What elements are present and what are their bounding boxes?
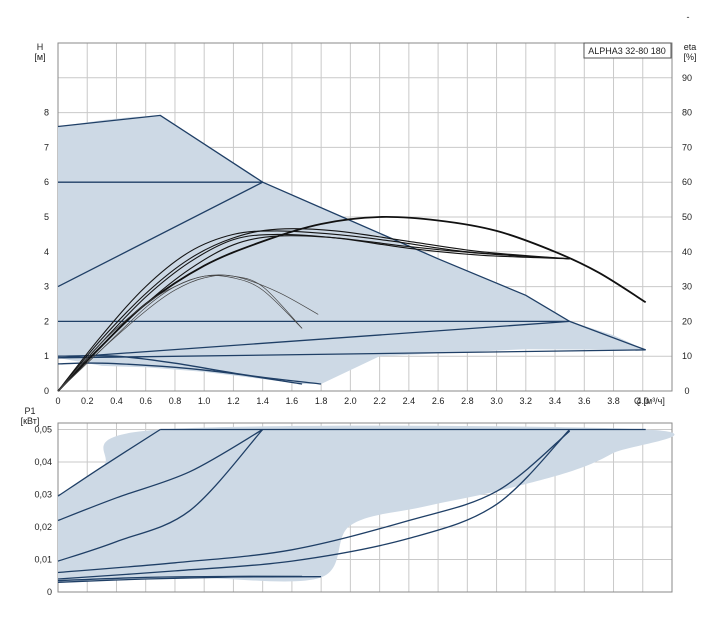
x-tick-label: 2.8 xyxy=(461,396,474,406)
power-curve-4 xyxy=(57,430,571,574)
h-tick-label: 4 xyxy=(44,247,49,257)
x-tick-label: 0.4 xyxy=(110,396,123,406)
h-tick-label: 6 xyxy=(44,177,49,187)
h-axis-label: H [м] xyxy=(34,42,45,62)
p1-tick-label: 0,02 xyxy=(34,522,52,532)
p1-tick-label: 0,04 xyxy=(34,457,52,467)
x-tick-label: 2.6 xyxy=(432,396,445,406)
x-tick-label: 3.6 xyxy=(578,396,591,406)
q-axis-label: Q [м³/ч] xyxy=(634,396,665,406)
control-curve-proportional-pressure xyxy=(57,181,263,288)
x-tick-label: 3.4 xyxy=(549,396,562,406)
power-curve-3 xyxy=(57,429,264,562)
power-curve-0 xyxy=(57,428,161,497)
x-tick-label: 0.6 xyxy=(139,396,152,406)
p1-tick-label: 0,03 xyxy=(34,490,52,500)
x-tick-label: 3.0 xyxy=(490,396,503,406)
eta-tick-label: 80 xyxy=(682,108,692,118)
h-tick-label: 2 xyxy=(44,316,49,326)
operating-area xyxy=(58,115,646,385)
power-area xyxy=(58,425,675,583)
h-tick-label: 1 xyxy=(44,351,49,361)
p1-axis-label: P1 [кВт] xyxy=(21,406,40,426)
power-curve-5 xyxy=(57,429,571,580)
eta-tick-label: 70 xyxy=(682,142,692,152)
x-tick-label: 1.6 xyxy=(286,396,299,406)
x-tick-label: 1.0 xyxy=(198,396,211,406)
control-curve-proportional-pressure xyxy=(57,349,646,359)
eta-curve-7 xyxy=(57,275,303,392)
eta-tick-label: 50 xyxy=(682,212,692,222)
head-efficiency-panel: 0 0.2 0.4 0.6 0.8 1.0 1.2 1.4 1.6 1.8 2.0 2.2 2.4 2.6… xyxy=(44,42,692,406)
x-tick-label: 4.0 xyxy=(637,396,650,406)
power-curve-2 xyxy=(57,428,264,522)
power-panel: 0 0,01 0,02 0,03 0,04 0,05 xyxy=(34,422,675,597)
eta-tick-label: 60 xyxy=(682,177,692,187)
h-tick-label: 7 xyxy=(44,142,49,152)
control-curve-proportional-pressure xyxy=(57,320,570,359)
x-tick-label: 2.2 xyxy=(373,396,386,406)
eta-tick-label: 0 xyxy=(684,386,689,396)
h-tick-label: 3 xyxy=(44,282,49,292)
x-tick-label: 1.4 xyxy=(256,396,269,406)
h-tick-label: 8 xyxy=(44,108,49,118)
h-tick-label: 5 xyxy=(44,212,49,222)
chart-title: ALPHA3 32-80 180 xyxy=(588,46,666,56)
x-tick-label: 1.2 xyxy=(227,396,240,406)
eta-tick-label: 90 xyxy=(682,73,692,83)
eta-tick-label: 10 xyxy=(682,351,692,361)
x-tick-label: 0 xyxy=(55,396,60,406)
x-tick-label: 0.2 xyxy=(81,396,94,406)
top-right-mark: - xyxy=(687,12,690,22)
x-tick-label: 0.8 xyxy=(169,396,182,406)
x-tick-label: 3.8 xyxy=(607,396,620,406)
eta-tick-label: 40 xyxy=(682,247,692,257)
eta-tick-label: 30 xyxy=(682,282,692,292)
p1-tick-label: 0,05 xyxy=(34,425,52,435)
x-tick-label: 3.2 xyxy=(520,396,533,406)
p1-tick-label: 0,01 xyxy=(34,555,52,565)
x-tick-label: 1.8 xyxy=(315,396,328,406)
eta-curve-3 xyxy=(57,233,570,392)
eta-tick-label: 20 xyxy=(682,316,692,326)
x-tick-label: 2.4 xyxy=(403,396,416,406)
eta-curve-2 xyxy=(57,228,570,392)
model-badge: ALPHA3 32-80 180 xyxy=(583,42,672,59)
x-tick-label: 2.0 xyxy=(344,396,357,406)
h-tick-label: 0 xyxy=(44,386,49,396)
p1-tick-label: 0 xyxy=(47,587,52,597)
eta-curve-4 xyxy=(57,235,570,392)
eta-axis-label: eta [%] xyxy=(683,42,696,62)
power-curve-7 xyxy=(57,576,322,583)
min-head-curve xyxy=(57,355,322,385)
